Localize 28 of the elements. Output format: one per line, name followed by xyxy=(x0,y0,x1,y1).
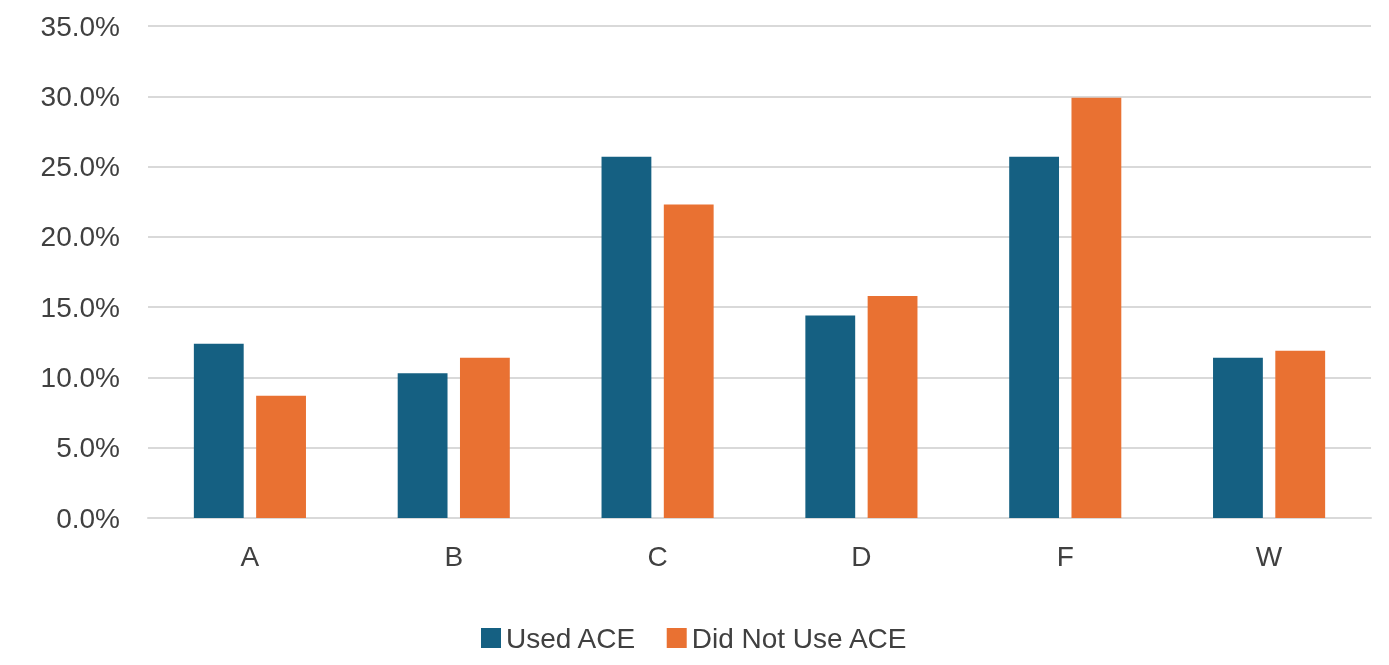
y-tick-label: 25.0% xyxy=(40,151,120,183)
bar xyxy=(256,395,306,518)
bar xyxy=(1009,156,1060,518)
bar xyxy=(459,357,510,518)
y-tick-label: 20.0% xyxy=(40,221,120,253)
y-tick-label: 15.0% xyxy=(40,291,120,323)
bar xyxy=(805,315,856,518)
bar xyxy=(867,295,918,518)
y-tick-label: 30.0% xyxy=(40,80,120,112)
x-tick-label: D xyxy=(851,540,872,572)
y-tick-label: 0.0% xyxy=(56,502,120,534)
x-tick-label: A xyxy=(240,540,260,572)
x-tick-label: C xyxy=(647,540,668,572)
x-tick-label: F xyxy=(1056,540,1074,572)
x-tick-label: W xyxy=(1255,540,1283,572)
bar xyxy=(1071,97,1122,518)
x-tick-label: B xyxy=(444,540,464,572)
bar xyxy=(1275,350,1326,518)
bar xyxy=(193,343,244,518)
bar xyxy=(663,204,714,518)
y-tick-label: 35.0% xyxy=(40,10,120,42)
y-tick-label: 10.0% xyxy=(40,361,120,393)
bar xyxy=(397,373,448,518)
bar xyxy=(601,156,652,518)
y-tick-label: 5.0% xyxy=(56,432,120,464)
legend-label: Did Not Use ACE xyxy=(691,622,907,654)
bar xyxy=(1213,357,1263,518)
legend-label: Used ACE xyxy=(506,622,636,654)
